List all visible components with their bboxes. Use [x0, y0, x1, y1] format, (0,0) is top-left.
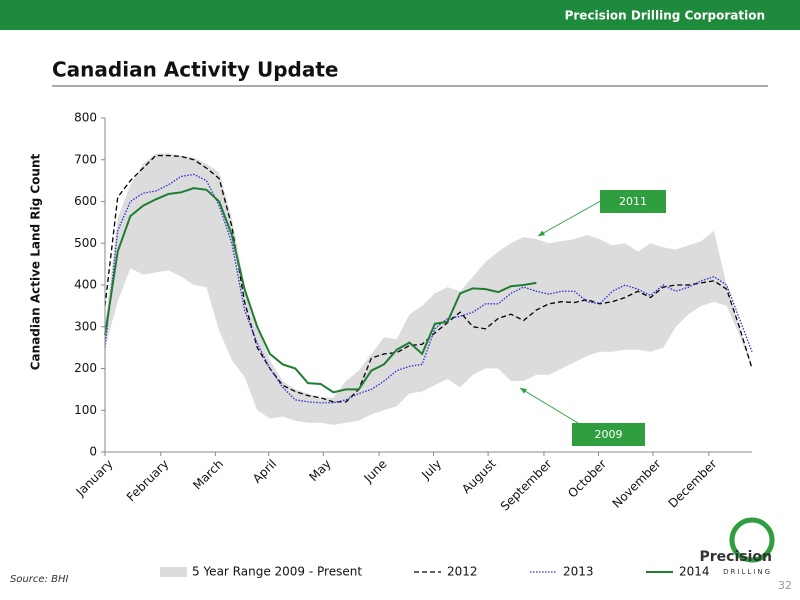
logo-name: Precision: [700, 549, 772, 565]
y-tick-label: 700: [74, 152, 97, 166]
x-tick-label: April: [250, 457, 279, 486]
x-tick-label: October: [565, 457, 609, 501]
x-tick-label: March: [190, 457, 226, 493]
annotation-arrowhead: [538, 230, 545, 236]
legend-swatch: [160, 567, 187, 577]
series-line: [104, 187, 537, 394]
page-number: 32: [778, 579, 792, 592]
x-tick-label: December: [666, 457, 720, 511]
legend-label: 2012: [447, 565, 478, 579]
company-name: Precision Drilling Corporation: [565, 9, 765, 23]
logo: Precision DRILLING: [700, 517, 775, 576]
annotation-box: [572, 423, 645, 446]
logo-sub: DRILLING: [723, 568, 772, 576]
annotation-label: 2011: [619, 195, 647, 208]
y-tick-label: 200: [74, 361, 97, 375]
y-axis-label: Canadian Active Land Rig Count: [29, 153, 43, 370]
range-band: [105, 153, 752, 425]
y-tick-label: 500: [74, 236, 97, 250]
x-tick-label: May: [306, 457, 333, 484]
y-tick-label: 100: [74, 403, 97, 417]
x-tick-label: August: [459, 456, 499, 496]
x-tick-label: July: [418, 457, 444, 483]
source: Source: BHI: [10, 574, 68, 585]
legend-label: 2014: [679, 565, 710, 579]
header-bar: [0, 0, 800, 30]
x-tick-label: November: [610, 457, 664, 511]
annotation-arrowhead: [520, 388, 527, 394]
annotation-box: [600, 190, 666, 213]
legend-label: 2013: [563, 565, 594, 579]
y-tick-label: 300: [74, 319, 97, 333]
y-tick-label: 0: [89, 445, 97, 459]
y-tick-label: 400: [74, 278, 97, 292]
annotation-arrow: [519, 387, 579, 424]
logo-mark: [729, 517, 775, 563]
legend-label: 5 Year Range 2009 - Present: [192, 565, 362, 579]
x-tick-label: September: [498, 457, 555, 514]
y-tick-label: 800: [74, 111, 97, 125]
slide-title: Canadian Activity Update: [52, 58, 338, 82]
annotation-arrow: [537, 197, 607, 237]
x-tick-label: February: [124, 457, 172, 505]
series-line: [104, 173, 753, 404]
x-tick-label: January: [73, 457, 116, 500]
annotation-label: 2009: [595, 428, 623, 441]
x-tick-label: June: [361, 457, 390, 486]
y-tick-label: 600: [74, 194, 97, 208]
